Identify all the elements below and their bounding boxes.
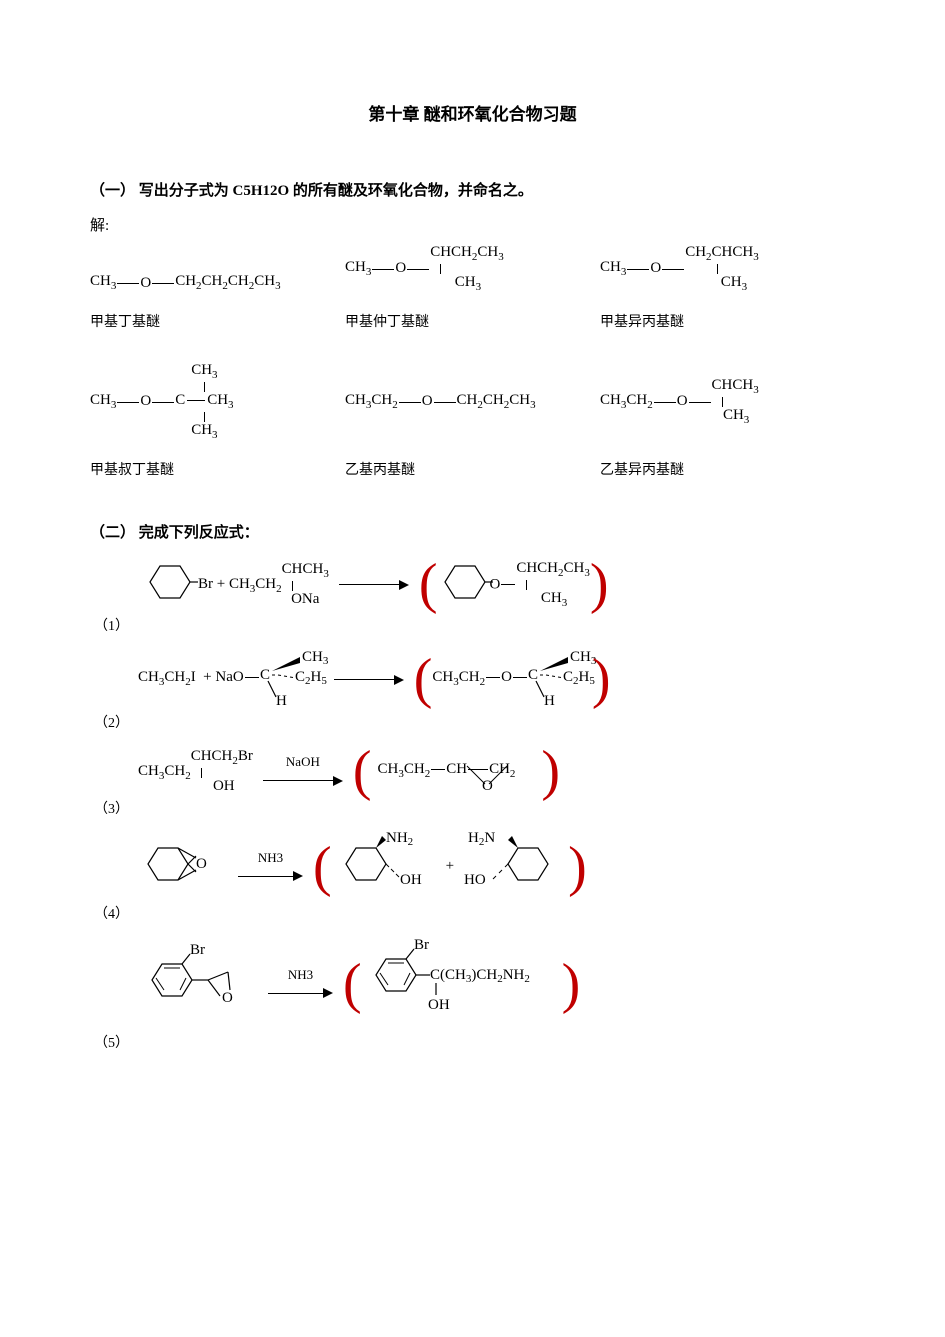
structure-icon: CH3O CHCH2CH3 CH3 <box>345 245 504 293</box>
reagent-icon: Br O <box>138 942 258 1025</box>
chapter-title: 第十章 醚和环氧化合物习题 <box>90 100 855 125</box>
q1-row2-names: 甲基叔丁基醚 乙基丙基醚 乙基异丙基醚 <box>90 441 855 479</box>
page: 第十章 醚和环氧化合物习题 （一） 写出分子式为 C5H12O 的所有醚及环氧化… <box>0 0 945 1337</box>
svg-text:C: C <box>528 667 538 683</box>
q2-rxn-3: CH3CH2CHCH2BrOH NaOH ( CH3CH2CHCH2 O ) <box>138 746 855 796</box>
q1-row1: CH3OCH2CH2CH2CH3 CH3O CHCH2CH3 CH3 CH3O … <box>90 245 855 293</box>
product-icon: H2N HO <box>458 832 568 901</box>
reagent-icon <box>138 556 198 613</box>
rxn-number: （5） <box>94 1032 855 1052</box>
q1-row2: CH3O CH3 CCH3 CH3 CH3CH2OCH2CH2CH3 CH3CH… <box>90 363 855 441</box>
plus-sign: + <box>442 859 458 875</box>
q1-answer-label: 解: <box>90 214 855 235</box>
paren-close-icon: ) <box>541 746 560 796</box>
q1-item-3: CH3O CH2CHCH3 CH3 <box>600 245 855 293</box>
q2-rxn-5: Br O NH3 ( <box>138 937 855 1030</box>
paren-close-icon: ) <box>590 559 609 609</box>
product-icon: Br C(CH3)CH2NH2 OH <box>362 937 562 1030</box>
svg-text:CH3: CH3 <box>302 649 329 667</box>
q1-item-4: CH3O CH3 CCH3 CH3 <box>90 363 345 441</box>
svg-text:O: O <box>196 856 207 872</box>
rxn-number: （4） <box>94 903 855 923</box>
q2-rxn-4: O NH3 ( NH2 <box>138 832 855 901</box>
arrow-icon: NH3 <box>268 966 333 1002</box>
q1-item-1: CH3OCH2CH2CH2CH3 <box>90 256 345 293</box>
compound-name: 甲基仲丁基醚 <box>345 311 600 331</box>
svg-text:C2H5: C2H5 <box>563 669 595 687</box>
product-icon: NH2 OH <box>332 832 442 901</box>
arrow-label: NH3 <box>288 967 313 982</box>
q1-row1-names: 甲基丁基醚 甲基仲丁基醚 甲基异丙基醚 <box>90 293 855 331</box>
paren-open-icon: ( <box>414 654 433 704</box>
arrow-label: NaOH <box>286 754 320 769</box>
reagent-icon: O <box>138 836 228 897</box>
q1-item-6: CH3CH2O CHCH3 CH3 <box>600 378 855 426</box>
compound-name: 甲基丁基醚 <box>90 311 345 331</box>
rxn-number: （3） <box>94 798 855 818</box>
compound-name: 乙基异丙基醚 <box>600 459 855 479</box>
q2-heading: （二） 完成下列反应式： <box>90 521 855 542</box>
compound-name: 甲基叔丁基醚 <box>90 459 345 479</box>
q1-item-5: CH3CH2OCH2CH2CH3 <box>345 393 600 412</box>
arrow-icon <box>334 671 404 689</box>
q1-heading: （一） 写出分子式为 C5H12O 的所有醚及环氧化合物，并命名之。 <box>90 179 855 200</box>
q2-rxn-1: Br + CH3CH2CHCH3ONa ( OCHCH2CH3CH3 ) <box>138 556 855 613</box>
svg-text:H: H <box>276 693 287 709</box>
arrow-icon: NaOH <box>263 753 343 789</box>
svg-text:O: O <box>482 778 493 794</box>
structure-icon: CH3CH2O CHCH3 CH3 <box>600 378 759 426</box>
stereo-icon: C CH3 C2H5 H <box>528 649 592 710</box>
product-icon: CH3CH2O <box>432 670 528 689</box>
svg-text:OH: OH <box>400 872 422 888</box>
svg-text:Br: Br <box>190 942 205 958</box>
paren-open-icon: ( <box>343 959 362 1009</box>
arrow-icon <box>339 576 409 594</box>
paren-open-icon: ( <box>353 746 372 796</box>
epoxide-icon: O <box>457 764 521 795</box>
svg-text:NH2: NH2 <box>386 830 413 848</box>
arrow-icon: NH3 <box>238 849 303 885</box>
reagent-icon: CH3CH2I + NaO <box>138 670 260 689</box>
compound-name: 甲基异丙基醚 <box>600 311 855 331</box>
product-icon <box>437 556 489 613</box>
q1-item-2: CH3O CHCH2CH3 CH3 <box>345 245 600 293</box>
svg-text:OH: OH <box>428 997 450 1013</box>
paren-close-icon: ) <box>568 842 587 892</box>
svg-text:HO: HO <box>464 872 486 888</box>
compound-name: 乙基丙基醚 <box>345 459 600 479</box>
svg-text:Br: Br <box>414 937 429 953</box>
svg-text:C: C <box>260 667 270 683</box>
svg-text:C2H5: C2H5 <box>295 669 327 687</box>
structure-icon: CH3O CH2CHCH3 CH3 <box>600 245 759 293</box>
q2-rxn-2: CH3CH2I + NaO C CH3 C2H5 H ( CH3CH2O C <box>138 649 855 710</box>
arrow-label: NH3 <box>258 850 283 865</box>
structure-icon: CH3CH2OCH2CH2CH3 <box>345 393 536 412</box>
svg-text:O: O <box>222 990 233 1006</box>
stereo-icon: C CH3 C2H5 H <box>260 649 324 710</box>
paren-close-icon: ) <box>562 959 581 1009</box>
paren-open-icon: ( <box>313 842 332 892</box>
svg-text:C(CH3)CH2NH2: C(CH3)CH2NH2 <box>430 967 530 985</box>
rxn-number: （1） <box>94 615 855 635</box>
paren-close-icon: ) <box>592 654 611 704</box>
svg-text:H: H <box>544 693 555 709</box>
structure-icon: CH3OCH2CH2CH2CH3 <box>90 256 281 293</box>
reagent-icon: CH3CH2CHCH2BrOH <box>138 749 253 794</box>
paren-open-icon: ( <box>419 559 438 609</box>
svg-text:H2N: H2N <box>468 830 495 848</box>
structure-icon: CH3O CH3 CCH3 CH3 <box>90 363 234 441</box>
rxn-number: （2） <box>94 712 855 732</box>
